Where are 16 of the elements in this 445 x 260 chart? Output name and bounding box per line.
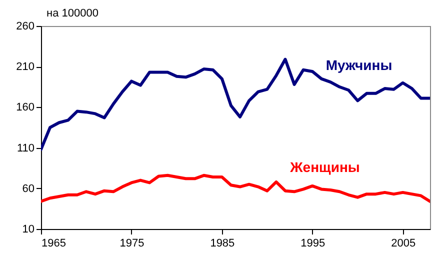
x-tick-label: 1985 <box>210 238 235 250</box>
line-series <box>41 58 430 151</box>
y-tick-label: 160 <box>16 102 34 114</box>
y-tick-label: 60 <box>22 182 34 195</box>
y-tick-label: 210 <box>16 61 34 74</box>
x-tick-label: 2005 <box>391 238 416 250</box>
x-tick-label: 1965 <box>42 238 66 250</box>
x-tick-label: 1995 <box>300 238 326 250</box>
x-tick-label: 1975 <box>120 238 144 250</box>
y-axis-title: на 100000 <box>46 8 98 20</box>
line-series <box>41 174 430 203</box>
series-label: Женщины <box>289 159 360 175</box>
y-tick-label: 110 <box>16 142 34 154</box>
y-tick-label: 260 <box>16 20 34 32</box>
series-label: Мужчины <box>326 57 392 73</box>
y-tick-label: 10 <box>22 224 34 236</box>
